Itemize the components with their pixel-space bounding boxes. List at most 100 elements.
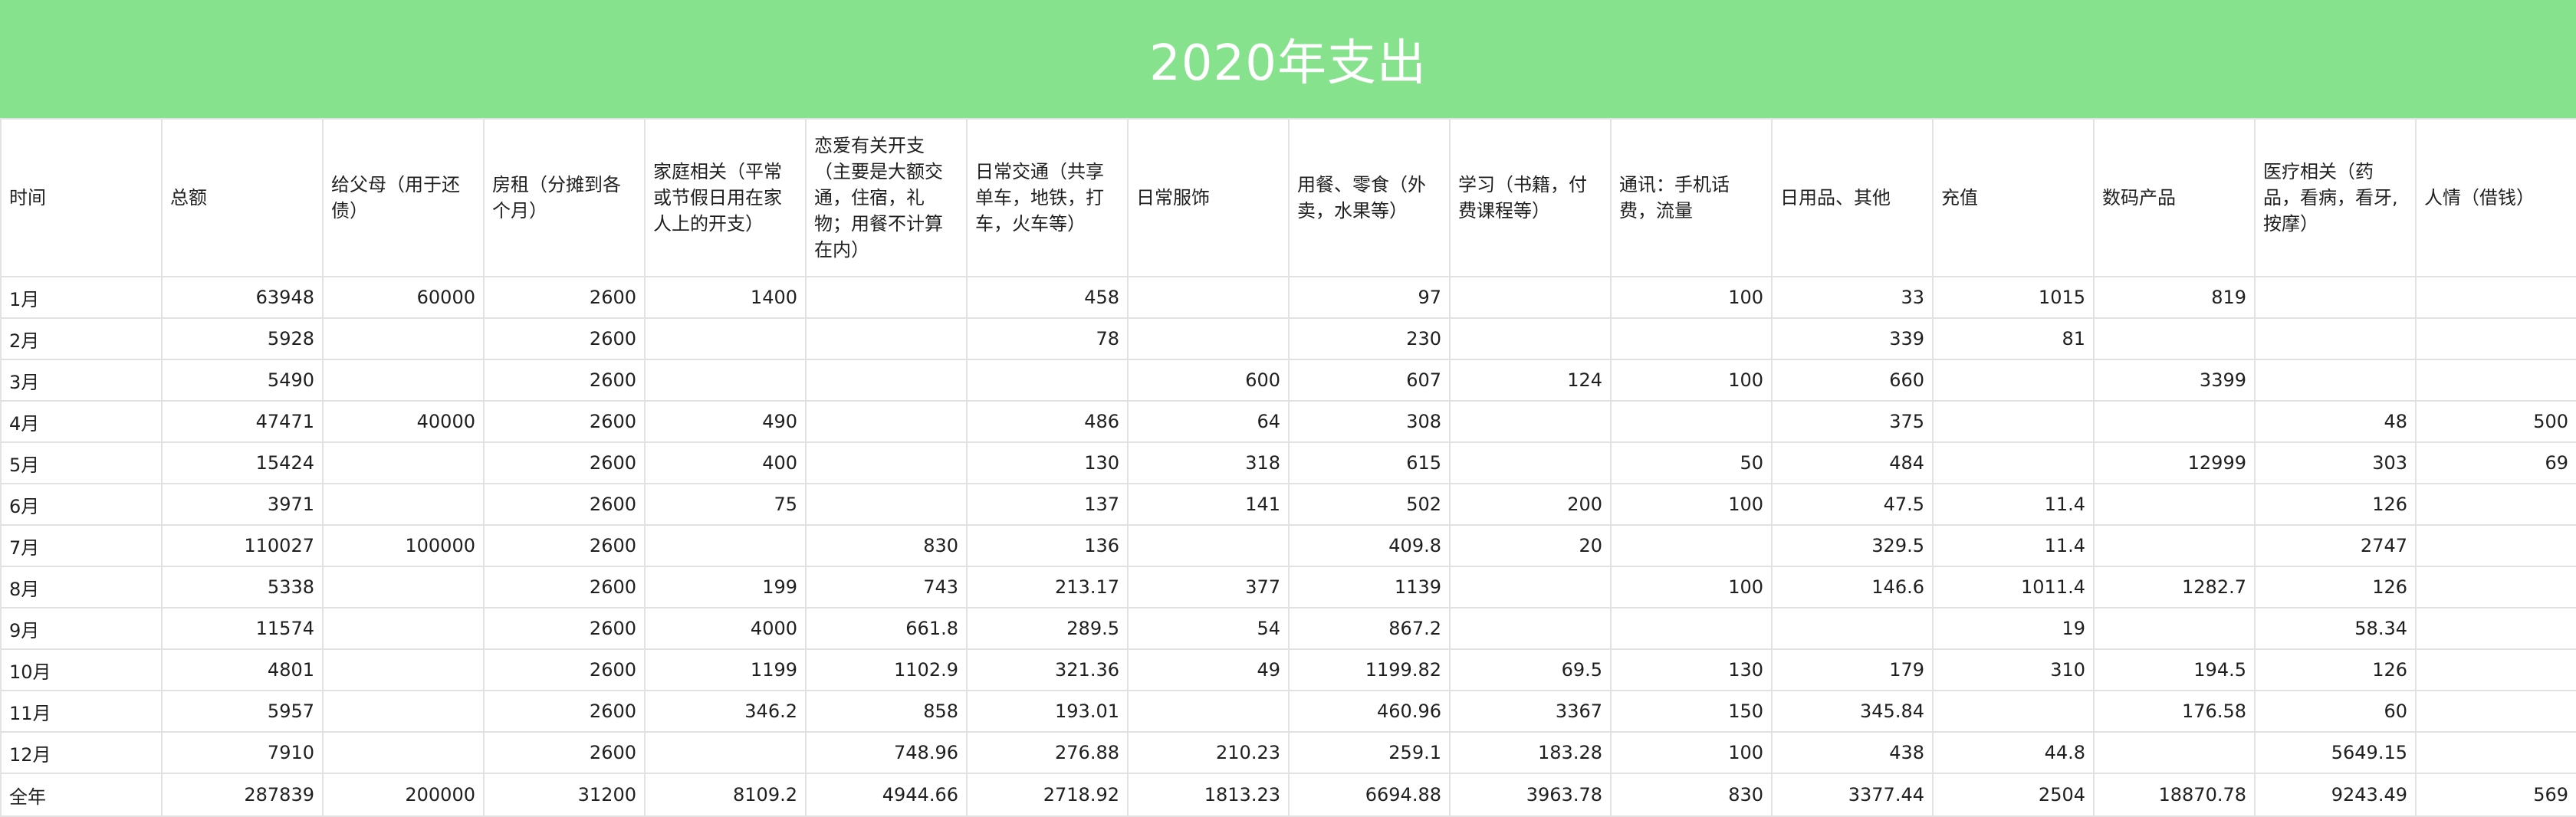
table-cell[interactable]: 2504: [1932, 773, 2095, 817]
table-cell[interactable]: 486: [966, 400, 1129, 443]
table-cell[interactable]: [1449, 400, 1612, 443]
table-cell[interactable]: 20: [1449, 524, 1612, 567]
table-cell[interactable]: [2093, 607, 2256, 650]
table-cell[interactable]: 1199.82: [1288, 648, 1451, 691]
table-cell[interactable]: 2600: [483, 400, 646, 443]
table-cell[interactable]: [1449, 317, 1612, 360]
table-cell[interactable]: 5928: [161, 317, 324, 360]
table-cell[interactable]: 210.23: [1127, 731, 1290, 774]
table-cell[interactable]: [322, 607, 485, 650]
table-cell[interactable]: 194.5: [2093, 648, 2256, 691]
table-cell[interactable]: [2093, 483, 2256, 526]
table-cell[interactable]: 2600: [483, 441, 646, 484]
table-cell[interactable]: 2600: [483, 566, 646, 609]
table-cell[interactable]: 130: [1610, 648, 1773, 691]
table-cell[interactable]: 44.8: [1932, 731, 2095, 774]
table-cell[interactable]: 137: [966, 483, 1129, 526]
table-cell[interactable]: [644, 359, 807, 402]
table-cell[interactable]: 179: [1771, 648, 1934, 691]
table-cell[interactable]: 230: [1288, 317, 1451, 360]
table-cell[interactable]: [1127, 317, 1290, 360]
table-cell[interactable]: [1127, 690, 1290, 733]
table-cell[interactable]: 47471: [161, 400, 324, 443]
table-cell[interactable]: 124: [1449, 359, 1612, 402]
table-cell[interactable]: [2415, 483, 2576, 526]
column-header[interactable]: 总额: [161, 118, 324, 277]
table-cell[interactable]: [2093, 317, 2256, 360]
table-cell[interactable]: [1449, 441, 1612, 484]
table-cell[interactable]: 126: [2254, 648, 2417, 691]
table-cell[interactable]: 1102.9: [805, 648, 968, 691]
row-label-cell[interactable]: 9月: [0, 607, 163, 650]
table-cell[interactable]: [1932, 400, 2095, 443]
column-header[interactable]: 人情（借钱）: [2415, 118, 2576, 277]
table-cell[interactable]: 200000: [322, 773, 485, 817]
table-cell[interactable]: [1610, 524, 1773, 567]
table-cell[interactable]: 11.4: [1932, 524, 2095, 567]
table-cell[interactable]: 47.5: [1771, 483, 1934, 526]
table-cell[interactable]: 141: [1127, 483, 1290, 526]
table-cell[interactable]: 199: [644, 566, 807, 609]
table-cell[interactable]: 54: [1127, 607, 1290, 650]
table-cell[interactable]: 15424: [161, 441, 324, 484]
table-cell[interactable]: [644, 317, 807, 360]
column-header[interactable]: 用餐、零食（外卖，水果等）: [1288, 118, 1451, 277]
table-cell[interactable]: 2600: [483, 731, 646, 774]
row-label-cell[interactable]: 2月: [0, 317, 163, 360]
table-cell[interactable]: 661.8: [805, 607, 968, 650]
table-cell[interactable]: 375: [1771, 400, 1934, 443]
table-cell[interactable]: [1610, 607, 1773, 650]
table-cell[interactable]: 11.4: [1932, 483, 2095, 526]
table-cell[interactable]: [644, 524, 807, 567]
table-cell[interactable]: 2600: [483, 276, 646, 319]
table-cell[interactable]: [1449, 566, 1612, 609]
row-label-cell[interactable]: 4月: [0, 400, 163, 443]
table-cell[interactable]: 193.01: [966, 690, 1129, 733]
column-header[interactable]: 日常服饰: [1127, 118, 1290, 277]
table-cell[interactable]: [1932, 441, 2095, 484]
table-cell[interactable]: 409.8: [1288, 524, 1451, 567]
table-cell[interactable]: [805, 359, 968, 402]
table-cell[interactable]: [2254, 359, 2417, 402]
table-cell[interactable]: 64: [1127, 400, 1290, 443]
table-cell[interactable]: [2415, 566, 2576, 609]
row-label-cell[interactable]: 1月: [0, 276, 163, 319]
table-cell[interactable]: [2415, 276, 2576, 319]
column-header[interactable]: 数码产品: [2093, 118, 2256, 277]
table-cell[interactable]: 48: [2254, 400, 2417, 443]
table-cell[interactable]: 3971: [161, 483, 324, 526]
table-cell[interactable]: 490: [644, 400, 807, 443]
table-cell[interactable]: 400: [644, 441, 807, 484]
table-cell[interactable]: 75: [644, 483, 807, 526]
column-header[interactable]: 日用品、其他: [1771, 118, 1934, 277]
table-cell[interactable]: 819: [2093, 276, 2256, 319]
row-label-cell[interactable]: 10月: [0, 648, 163, 691]
table-cell[interactable]: 1813.23: [1127, 773, 1290, 817]
table-cell[interactable]: [2415, 359, 2576, 402]
table-cell[interactable]: 5490: [161, 359, 324, 402]
table-cell[interactable]: 9243.49: [2254, 773, 2417, 817]
table-cell[interactable]: 2600: [483, 359, 646, 402]
table-cell[interactable]: [322, 690, 485, 733]
table-cell[interactable]: [322, 731, 485, 774]
table-cell[interactable]: 1011.4: [1932, 566, 2095, 609]
table-cell[interactable]: 743: [805, 566, 968, 609]
table-cell[interactable]: 100000: [322, 524, 485, 567]
table-cell[interactable]: 183.28: [1449, 731, 1612, 774]
table-cell[interactable]: [805, 441, 968, 484]
table-cell[interactable]: 5649.15: [2254, 731, 2417, 774]
column-header[interactable]: 恋爱有关开支（主要是大额交通，住宿，礼物；用餐不计算在内）: [805, 118, 968, 277]
table-cell[interactable]: 126: [2254, 483, 2417, 526]
column-header[interactable]: 医疗相关（药品，看病，看牙,按摩）: [2254, 118, 2417, 277]
table-cell[interactable]: [805, 483, 968, 526]
table-cell[interactable]: 69: [2415, 441, 2576, 484]
table-cell[interactable]: 321.36: [966, 648, 1129, 691]
table-cell[interactable]: 12999: [2093, 441, 2256, 484]
table-cell[interactable]: 50: [1610, 441, 1773, 484]
table-cell[interactable]: 18870.78: [2093, 773, 2256, 817]
table-cell[interactable]: 329.5: [1771, 524, 1934, 567]
column-header[interactable]: 时间: [0, 118, 163, 277]
table-cell[interactable]: 1199: [644, 648, 807, 691]
table-cell[interactable]: 339: [1771, 317, 1934, 360]
table-cell[interactable]: 345.84: [1771, 690, 1934, 733]
